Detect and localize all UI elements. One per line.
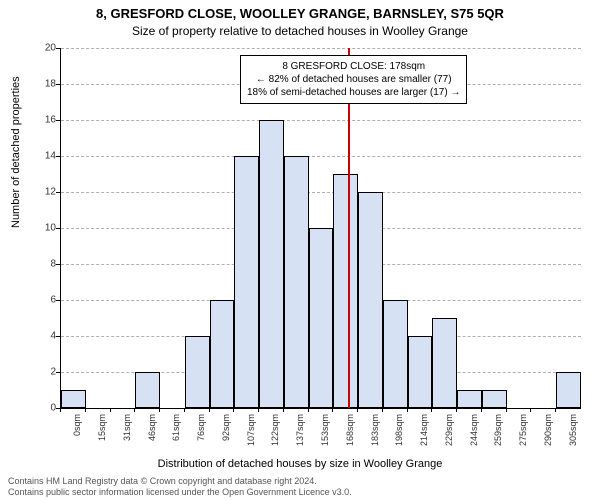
histogram-bar (408, 336, 433, 408)
histogram-bar (210, 300, 235, 408)
x-tick-label: 61sqm (171, 414, 181, 454)
x-tick-mark (481, 408, 482, 412)
x-tick-mark (110, 408, 111, 412)
y-axis-label: Number of detached properties (10, 76, 22, 228)
y-tick-label: 8 (38, 259, 56, 270)
y-tick-mark (56, 120, 60, 121)
y-tick-label: 2 (38, 367, 56, 378)
x-tick-label: 214sqm (419, 414, 429, 454)
chart-title-sub: Size of property relative to detached ho… (0, 24, 600, 38)
x-tick-mark (506, 408, 507, 412)
x-tick-label: 46sqm (147, 414, 157, 454)
y-tick-mark (56, 84, 60, 85)
y-tick-label: 4 (38, 331, 56, 342)
y-tick-mark (56, 228, 60, 229)
histogram-bar (234, 156, 259, 408)
y-tick-mark (56, 300, 60, 301)
x-tick-mark (159, 408, 160, 412)
y-tick-mark (56, 156, 60, 157)
histogram-bar (185, 336, 210, 408)
x-tick-label: 305sqm (568, 414, 578, 454)
x-tick-mark (85, 408, 86, 412)
histogram-bar (457, 390, 482, 408)
footer-line-2: Contains public sector information licen… (8, 487, 352, 498)
x-tick-label: 198sqm (394, 414, 404, 454)
chart-title-main: 8, GRESFORD CLOSE, WOOLLEY GRANGE, BARNS… (0, 6, 600, 21)
gridline (61, 156, 581, 157)
x-tick-mark (407, 408, 408, 412)
y-tick-label: 20 (38, 43, 56, 54)
x-tick-label: 244sqm (469, 414, 479, 454)
gridline (61, 192, 581, 193)
histogram-bar (432, 318, 457, 408)
histogram-bar (556, 372, 581, 408)
x-tick-mark (308, 408, 309, 412)
histogram-bar (309, 228, 334, 408)
x-tick-label: 92sqm (221, 414, 231, 454)
y-tick-mark (56, 192, 60, 193)
histogram-bar (284, 156, 309, 408)
histogram-bar (135, 372, 160, 408)
x-tick-label: 107sqm (246, 414, 256, 454)
y-tick-mark (56, 264, 60, 265)
x-tick-mark (357, 408, 358, 412)
footer-line-1: Contains HM Land Registry data © Crown c… (8, 476, 352, 487)
histogram-bar (383, 300, 408, 408)
x-tick-mark (456, 408, 457, 412)
annotation-box: 8 GRESFORD CLOSE: 178sqm← 82% of detache… (240, 55, 467, 104)
x-tick-mark (258, 408, 259, 412)
x-axis-label: Distribution of detached houses by size … (0, 458, 600, 470)
x-tick-mark (431, 408, 432, 412)
x-tick-label: 15sqm (97, 414, 107, 454)
x-tick-label: 229sqm (444, 414, 454, 454)
y-tick-mark (56, 372, 60, 373)
histogram-bar (358, 192, 383, 408)
histogram-bar (482, 390, 507, 408)
y-tick-mark (56, 48, 60, 49)
x-tick-mark (209, 408, 210, 412)
y-tick-label: 6 (38, 295, 56, 306)
y-tick-label: 18 (38, 79, 56, 90)
gridline (61, 120, 581, 121)
y-tick-label: 14 (38, 151, 56, 162)
x-tick-label: 122sqm (270, 414, 280, 454)
y-tick-label: 12 (38, 187, 56, 198)
x-tick-label: 168sqm (345, 414, 355, 454)
x-tick-mark (332, 408, 333, 412)
x-tick-label: 183sqm (370, 414, 380, 454)
y-tick-mark (56, 336, 60, 337)
x-tick-label: 137sqm (295, 414, 305, 454)
x-tick-mark (530, 408, 531, 412)
x-tick-label: 31sqm (122, 414, 132, 454)
x-tick-mark (233, 408, 234, 412)
x-tick-label: 153sqm (320, 414, 330, 454)
x-tick-label: 0sqm (72, 414, 82, 454)
x-tick-label: 259sqm (493, 414, 503, 454)
y-tick-label: 10 (38, 223, 56, 234)
x-tick-label: 275sqm (518, 414, 528, 454)
histogram-bar (333, 174, 358, 408)
x-tick-label: 76sqm (196, 414, 206, 454)
histogram-bar (61, 390, 86, 408)
histogram-bar (259, 120, 284, 408)
annotation-line: 8 GRESFORD CLOSE: 178sqm (247, 60, 460, 73)
gridline (61, 48, 581, 49)
footer-attribution: Contains HM Land Registry data © Crown c… (8, 476, 352, 498)
annotation-line: 18% of semi-detached houses are larger (… (247, 86, 460, 99)
x-tick-mark (555, 408, 556, 412)
x-tick-mark (184, 408, 185, 412)
x-tick-mark (134, 408, 135, 412)
y-tick-label: 16 (38, 115, 56, 126)
y-tick-label: 0 (38, 403, 56, 414)
annotation-line: ← 82% of detached houses are smaller (77… (247, 73, 460, 86)
x-tick-mark (382, 408, 383, 412)
x-tick-mark (60, 408, 61, 412)
x-tick-label: 290sqm (543, 414, 553, 454)
x-tick-mark (283, 408, 284, 412)
